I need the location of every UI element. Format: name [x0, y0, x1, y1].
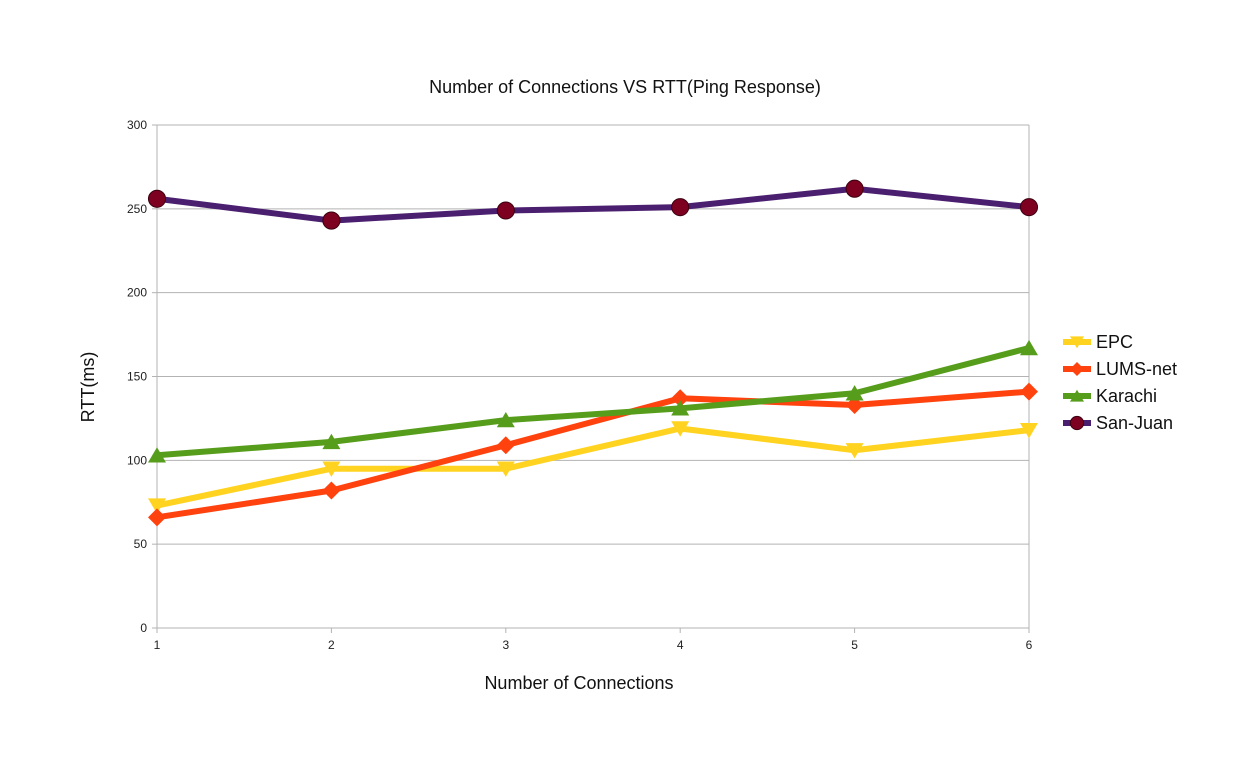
data-point-san-juan: [322, 211, 341, 230]
legend-label-lums-net: LUMS-net: [1096, 359, 1177, 379]
x-tick-label: 3: [502, 638, 509, 652]
data-point-karachi: [845, 385, 864, 401]
data-point-karachi: [496, 411, 515, 428]
gridlines: [157, 124, 1029, 629]
x-tick-label: 4: [677, 638, 684, 652]
data-point-epc: [496, 461, 515, 477]
data-point-epc: [671, 421, 690, 437]
data-point-san-juan: [845, 179, 864, 198]
legend-entry-epc: EPC: [1063, 332, 1133, 352]
data-point-karachi: [322, 433, 341, 450]
y-tick-label: 250: [127, 202, 147, 216]
data-point-lums-net: [496, 436, 515, 455]
x-tick-label: 2: [328, 638, 335, 652]
legend-entry-san-juan: San-Juan: [1063, 413, 1173, 433]
y-axis-title: RTT(ms): [78, 352, 98, 423]
axes: [152, 124, 1030, 633]
data-point-lums-net: [322, 481, 341, 500]
data-point-epc: [1020, 422, 1038, 439]
legend: EPC LUMS-net Karachi San-Juan: [1063, 332, 1177, 433]
series-line-san-juan: [154, 185, 1032, 224]
data-point-epc: [845, 443, 864, 459]
legend-label-epc: EPC: [1096, 332, 1133, 352]
data-point-san-juan: [147, 189, 167, 208]
legend-marker-lums-net: [1070, 362, 1084, 376]
data-point-lums-net: [845, 396, 864, 415]
data-point-san-juan: [1019, 198, 1039, 217]
x-tick-label: 6: [1026, 638, 1033, 652]
series-lines: [147, 179, 1039, 527]
y-tick-label: 100: [127, 453, 147, 467]
data-point-san-juan: [496, 201, 515, 220]
y-tick-label: 0: [140, 621, 147, 635]
tick-labels: 0 50 100 150 200 250 300 1 2 3 4 5 6: [127, 118, 1033, 652]
chart-title: Number of Connections VS RTT(Ping Respon…: [429, 77, 821, 97]
data-point-lums-net: [1020, 382, 1038, 401]
series-karachi: [148, 339, 1038, 463]
data-point-lums-net: [671, 389, 690, 408]
legend-entry-karachi: Karachi: [1063, 386, 1157, 406]
data-point-karachi: [1020, 339, 1038, 356]
legend-marker-epc: [1070, 336, 1084, 349]
series-line-karachi: [154, 344, 1032, 459]
x-axis-title: Number of Connections: [484, 673, 673, 693]
series-san-juan: [147, 179, 1039, 230]
x-tick-label: 5: [851, 638, 858, 652]
y-tick-label: 200: [127, 286, 147, 300]
data-point-epc: [148, 498, 166, 514]
series-lums-net: [148, 382, 1038, 527]
legend-entry-lums-net: LUMS-net: [1063, 359, 1177, 379]
data-point-epc: [322, 461, 341, 477]
series-epc: [148, 421, 1038, 514]
data-point-karachi: [671, 400, 690, 416]
y-tick-label: 50: [134, 537, 148, 551]
data-point-karachi: [148, 447, 166, 463]
legend-marker-san-juan: [1069, 415, 1085, 431]
series-line-lums-net: [154, 388, 1032, 521]
data-point-san-juan: [671, 198, 690, 217]
legend-marker-karachi: [1070, 389, 1084, 402]
y-tick-label: 300: [127, 118, 147, 132]
series-line-epc: [154, 425, 1032, 509]
x-tick-label: 1: [154, 638, 161, 652]
y-tick-label: 150: [127, 370, 147, 384]
legend-label-karachi: Karachi: [1096, 386, 1157, 406]
data-point-lums-net: [148, 508, 166, 527]
legend-label-san-juan: San-Juan: [1096, 413, 1173, 433]
